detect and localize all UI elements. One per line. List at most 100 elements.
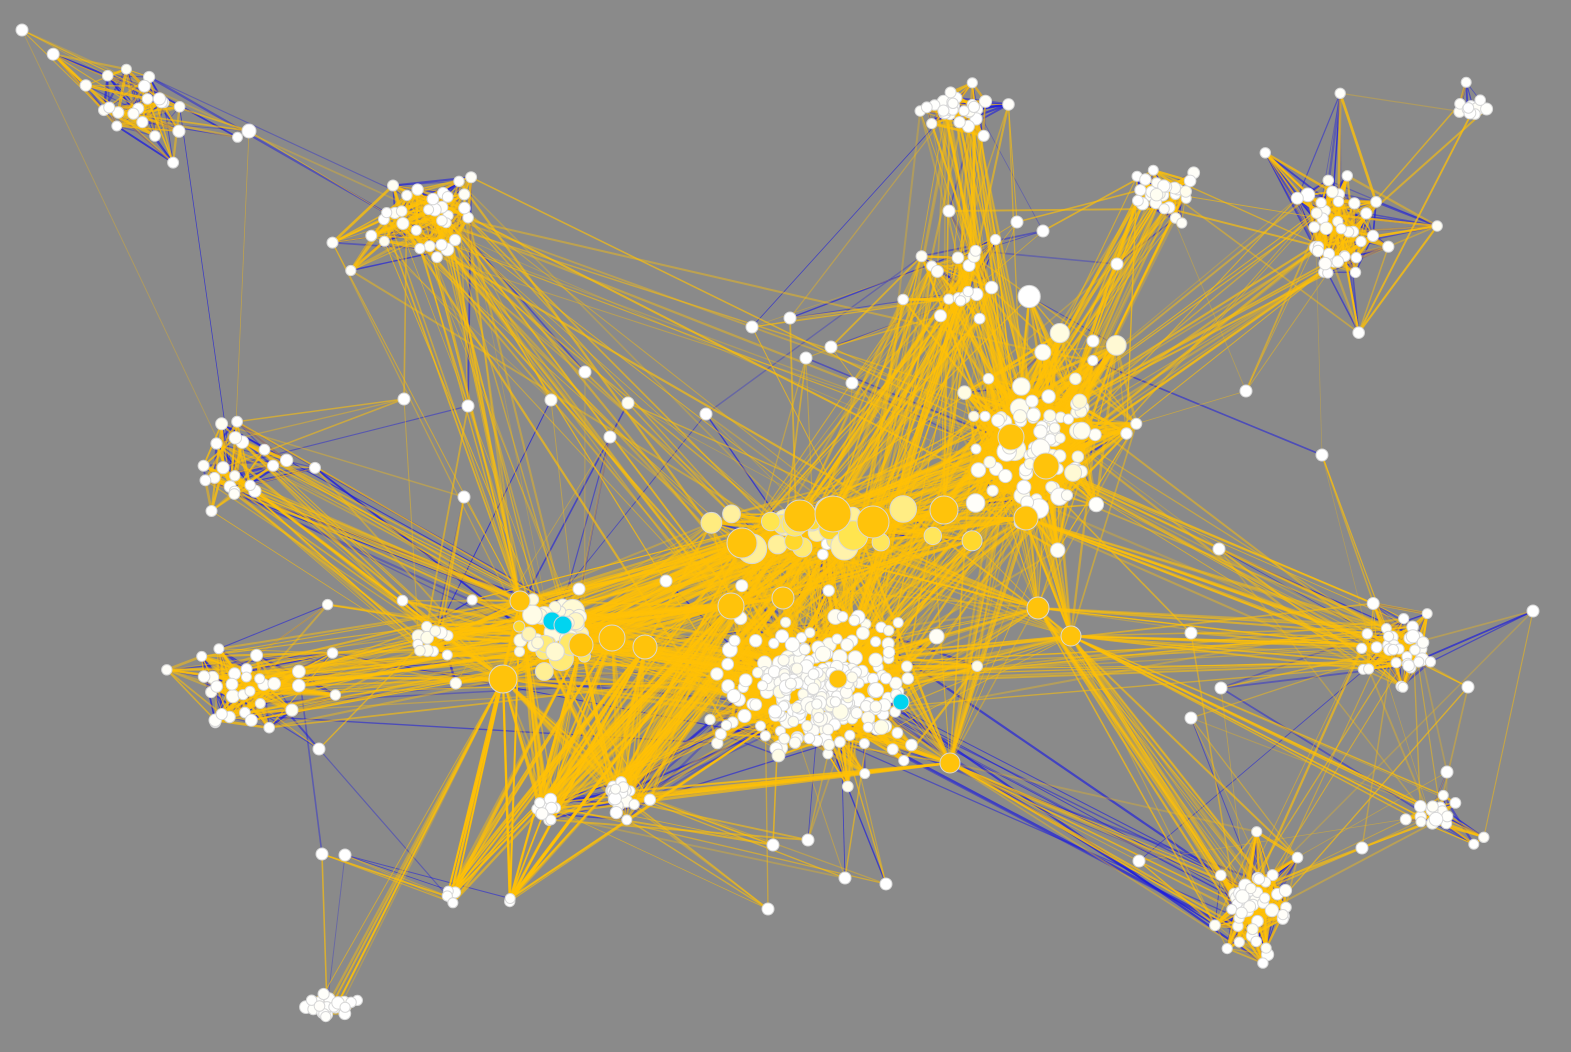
graph-node[interactable] [441,191,454,203]
graph-node[interactable] [958,105,970,117]
graph-node[interactable] [868,652,884,668]
graph-node[interactable] [338,848,352,862]
graph-node[interactable] [292,678,306,693]
graph-node[interactable] [263,721,276,734]
graph-node[interactable] [1414,800,1427,813]
graph-node[interactable] [807,682,820,696]
graph-node[interactable] [1266,869,1279,882]
graph-node-hub[interactable] [568,632,594,658]
graph-node[interactable] [1215,869,1227,882]
graph-node[interactable] [841,780,854,793]
graph-node[interactable] [831,633,843,645]
node-layer[interactable] [15,23,1540,1023]
graph-node[interactable] [1062,413,1075,425]
graph-node[interactable] [840,638,854,652]
graph-node[interactable] [967,100,981,114]
graph-node[interactable] [1130,417,1143,430]
graph-node[interactable] [1214,681,1228,695]
graph-node[interactable] [447,897,459,909]
graph-node[interactable] [458,201,471,215]
graph-node[interactable] [534,797,546,809]
graph-node[interactable] [720,719,733,731]
graph-node[interactable] [1036,224,1050,238]
graph-node[interactable] [1253,873,1266,885]
graph-node[interactable] [1239,384,1253,398]
graph-node[interactable] [1413,656,1425,668]
graph-node[interactable] [870,636,882,648]
graph-node[interactable] [1398,613,1410,625]
graph-node[interactable] [313,1000,326,1012]
graph-node[interactable] [1246,923,1259,936]
graph-node-hub[interactable] [814,495,852,533]
graph-node[interactable] [726,688,742,704]
graph-node[interactable] [745,320,759,334]
graph-node[interactable] [326,236,339,249]
graph-node[interactable] [969,244,982,257]
graph-node[interactable] [836,611,849,623]
graph-node[interactable] [1105,335,1127,356]
graph-node[interactable] [1245,882,1257,895]
graph-node[interactable] [1064,463,1083,482]
graph-node[interactable] [1002,98,1015,111]
graph-node[interactable] [578,365,592,379]
graph-node[interactable] [700,511,723,534]
graph-node[interactable] [461,399,475,413]
graph-node[interactable] [449,677,462,690]
graph-node-hub[interactable] [632,634,658,660]
graph-node[interactable] [970,462,987,478]
graph-node[interactable] [420,630,435,645]
graph-node[interactable] [1033,424,1048,439]
graph-node[interactable] [609,806,623,820]
graph-node[interactable] [1048,422,1061,434]
graph-node[interactable] [901,660,913,673]
graph-node[interactable] [780,616,792,628]
graph-node[interactable] [378,235,390,247]
graph-node[interactable] [267,676,282,691]
graph-node[interactable] [309,461,321,474]
graph-node[interactable] [396,594,409,607]
graph-node[interactable] [1474,94,1486,106]
graph-node[interactable] [930,264,944,278]
graph-node[interactable] [957,385,972,400]
graph-node[interactable] [1326,185,1339,199]
highlight-node-3[interactable] [892,693,910,711]
graph-node[interactable] [395,205,408,217]
graph-node[interactable] [387,179,399,192]
graph-node[interactable] [228,488,241,500]
graph-node[interactable] [197,670,211,683]
graph-node[interactable] [258,443,271,456]
graph-node[interactable] [426,192,440,206]
graph-node[interactable] [544,393,558,407]
graph-node[interactable] [199,474,212,487]
graph-node[interactable] [1088,428,1102,442]
graph-node[interactable] [1012,409,1028,424]
graph-node[interactable] [1134,184,1147,197]
graph-node[interactable] [232,131,243,143]
graph-node[interactable] [1010,215,1024,229]
graph-node[interactable] [401,189,413,202]
graph-node[interactable] [1397,681,1409,693]
graph-node[interactable] [784,677,797,690]
graph-node[interactable] [643,793,657,806]
graph-node[interactable] [728,634,741,647]
graph-node[interactable] [1399,813,1412,826]
graph-node[interactable] [1259,892,1271,904]
graph-node[interactable] [891,727,904,739]
graph-node[interactable] [610,783,621,795]
graph-node[interactable] [228,667,242,681]
graph-node[interactable] [704,713,716,726]
graph-node[interactable] [628,798,640,811]
graph-node[interactable] [1461,680,1475,694]
graph-node[interactable] [966,77,978,89]
graph-node[interactable] [1460,76,1472,88]
graph-node[interactable] [766,838,780,852]
graph-node[interactable] [722,504,741,524]
graph-node[interactable] [868,682,885,699]
graph-node[interactable] [228,431,243,445]
graph-node[interactable] [365,229,378,242]
graph-node[interactable] [1071,450,1085,464]
graph-node[interactable] [973,312,986,325]
graph-node[interactable] [1387,643,1399,656]
graph-node[interactable] [1480,102,1494,116]
graph-node[interactable] [846,671,858,684]
